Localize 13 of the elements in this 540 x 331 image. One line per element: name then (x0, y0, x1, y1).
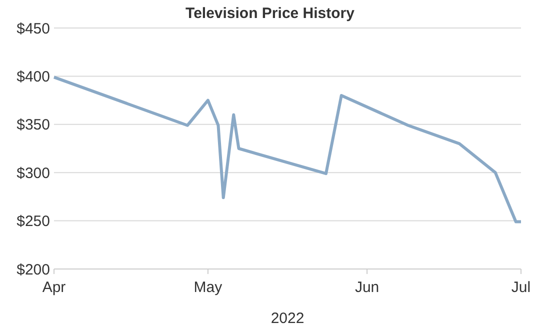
y-tick-label: $200 (16, 261, 50, 278)
y-tick-label: $400 (16, 68, 50, 86)
x-axis-title: 2022 (270, 310, 304, 327)
y-tick-label: $250 (16, 213, 50, 230)
x-tick-label: Jul (511, 279, 531, 296)
x-tick-label: Apr (42, 279, 66, 296)
x-tick-label: May (194, 279, 223, 296)
y-tick-label: $450 (16, 20, 50, 38)
line-series (52, 76, 522, 224)
x-tick-label: Jun (354, 279, 380, 296)
chart-title: Television Price History (186, 5, 356, 22)
y-tick-label: $350 (16, 116, 50, 134)
y-tick-label: $300 (16, 164, 50, 182)
